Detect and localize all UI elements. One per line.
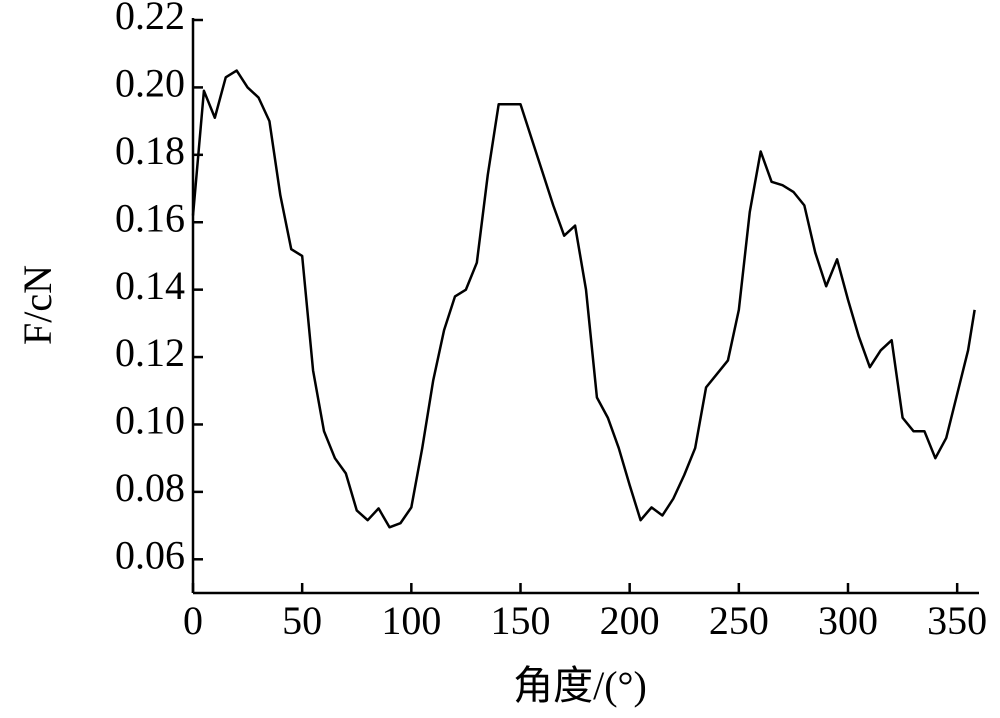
y-tick-label: 0.18 (115, 128, 185, 173)
x-tick-label: 150 (491, 598, 551, 643)
y-tick-label: 0.20 (115, 61, 185, 106)
x-tick-label: 200 (600, 598, 660, 643)
data-line (191, 69, 976, 529)
x-tick-label: 100 (381, 598, 441, 643)
x-axis-label: 角度/(°) (513, 663, 647, 708)
y-tick-label: 0.06 (115, 532, 185, 577)
y-tick-label: 0.22 (115, 0, 185, 38)
x-tick-label: 0 (183, 598, 203, 643)
x-tick-label: 50 (282, 598, 322, 643)
y-tick-label: 0.14 (115, 263, 185, 308)
y-tick-label: 0.10 (115, 398, 185, 443)
y-tick-label: 0.12 (115, 330, 185, 375)
x-tick-label: 250 (709, 598, 769, 643)
y-axis-label: F/cN (15, 265, 60, 345)
y-tick-label: 0.08 (115, 465, 185, 510)
x-tick-label: 350 (927, 598, 987, 643)
y-tick-label: 0.16 (115, 195, 185, 240)
x-tick-label: 300 (818, 598, 878, 643)
